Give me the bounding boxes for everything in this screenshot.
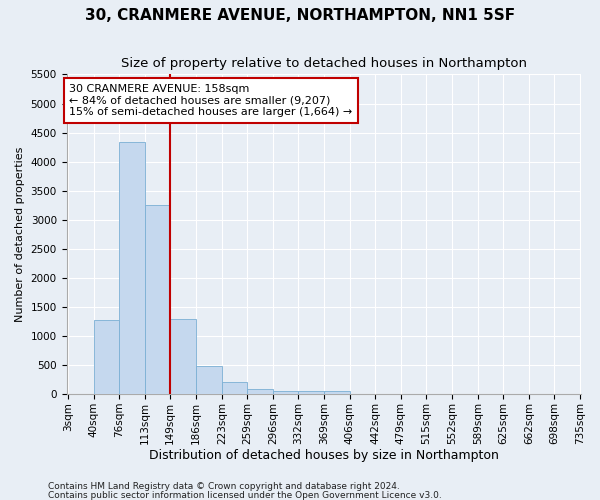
Bar — [145, 204, 170, 394]
Bar — [196, 366, 222, 394]
Bar — [94, 320, 119, 394]
Y-axis label: Number of detached properties: Number of detached properties — [15, 146, 25, 322]
Title: Size of property relative to detached houses in Northampton: Size of property relative to detached ho… — [121, 58, 527, 70]
Bar — [119, 142, 145, 394]
Text: 30, CRANMERE AVENUE, NORTHAMPTON, NN1 5SF: 30, CRANMERE AVENUE, NORTHAMPTON, NN1 5S… — [85, 8, 515, 22]
Text: Contains HM Land Registry data © Crown copyright and database right 2024.: Contains HM Land Registry data © Crown c… — [48, 482, 400, 491]
X-axis label: Distribution of detached houses by size in Northampton: Distribution of detached houses by size … — [149, 450, 499, 462]
Bar — [247, 389, 273, 394]
Text: Contains public sector information licensed under the Open Government Licence v3: Contains public sector information licen… — [48, 490, 442, 500]
Bar — [324, 391, 350, 394]
Bar — [170, 319, 196, 394]
Text: 30 CRANMERE AVENUE: 158sqm
← 84% of detached houses are smaller (9,207)
15% of s: 30 CRANMERE AVENUE: 158sqm ← 84% of deta… — [69, 84, 352, 117]
Bar — [298, 390, 324, 394]
Bar — [222, 382, 247, 394]
Bar — [273, 391, 298, 394]
